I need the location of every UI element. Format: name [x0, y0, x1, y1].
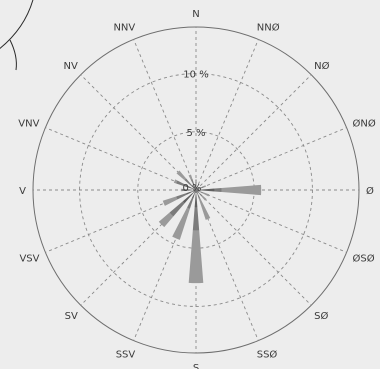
bar-VSV-band-1: [176, 193, 187, 200]
spoke-gridline: [195, 39, 259, 191]
bar-NNØ-band-1: [196, 186, 198, 188]
ring-label: 5 %: [186, 128, 205, 139]
bar-Ø-band-0: [196, 188, 215, 192]
direction-label-NV: NV: [64, 61, 78, 72]
direction-label-ØNØ: ØNØ: [353, 117, 376, 129]
bar-SV-band-2: [158, 212, 174, 228]
bar-SSØ-band-2: [198, 198, 211, 220]
bar-SSV-band-0: [191, 190, 196, 199]
bar-NNV-band-1: [190, 178, 194, 184]
direction-label-SSV: SSV: [116, 350, 136, 361]
bar-NNV-band-2: [188, 174, 193, 180]
bar-Ø-band-2: [221, 184, 262, 196]
bar-ØSØ-band-0: [196, 190, 200, 192]
direction-label-ØSØ: ØSØ: [353, 253, 375, 265]
bar-N-band-1: [195, 181, 197, 185]
direction-label-VSV: VSV: [19, 254, 39, 265]
bar-VNV-band-0: [184, 184, 196, 190]
direction-label-Ø: Ø: [366, 185, 374, 197]
bar-V-band-2: [180, 188, 183, 192]
direction-label-SØ: SØ: [314, 310, 328, 322]
bar-SØ-band-1: [199, 193, 203, 197]
bar-NV-band-1: [184, 178, 193, 187]
bar-VNV-band-2: [173, 179, 178, 184]
bar-SØ-band-2: [201, 195, 207, 201]
spoke-gridline: [195, 189, 312, 306]
bar-SSV-band-1: [187, 198, 194, 209]
bar-VSV-band-2: [162, 196, 178, 206]
bar-S-band-2: [188, 230, 204, 284]
bar-SSØ-band-1: [197, 194, 201, 199]
direction-label-S: S: [193, 363, 199, 369]
bar-S-band-1: [192, 207, 200, 231]
direction-label-SV: SV: [65, 311, 78, 322]
spoke-gridline: [195, 127, 347, 191]
bar-SV-band-0: [182, 190, 196, 204]
ring-label: 10 %: [183, 70, 208, 81]
direction-label-NNØ: NNØ: [257, 21, 280, 33]
direction-label-VNV: VNV: [18, 118, 39, 129]
direction-label-NNV: NNV: [113, 22, 135, 33]
bar-Ø-band-1: [214, 187, 222, 193]
bar-SØ-band-0: [196, 190, 200, 194]
bar-N-band-2: [195, 179, 197, 182]
bar-VSV-band-0: [186, 190, 196, 195]
direction-label-N: N: [192, 9, 199, 20]
bar-ØSØ-band-2: [202, 192, 210, 197]
bar-NNØ-band-0: [196, 187, 198, 190]
center-label: 0 %: [182, 183, 201, 194]
bar-VNV-band-1: [176, 180, 186, 187]
bar-ØSØ-band-1: [199, 191, 203, 194]
corner-arc-decoration: [0, 0, 34, 49]
bar-SSV-band-2: [172, 207, 190, 240]
spoke-gridline: [195, 74, 312, 191]
label-layer: 5 % 10 % 0 % N NNØ NØ ØNØ Ø ØSØ SØ SSØ S SSV SV VSV V VN…: [18, 9, 376, 369]
bar-SV-band-1: [169, 201, 185, 217]
bar-V-band-0: [187, 189, 196, 191]
direction-label-NØ: NØ: [314, 60, 329, 72]
bar-N-band-0: [195, 184, 197, 190]
direction-label-SSØ: SSØ: [257, 349, 278, 361]
bar-NV-band-2: [176, 170, 187, 181]
bar-V-band-1: [182, 188, 188, 192]
bar-layer: [158, 170, 262, 284]
spoke-gridline: [195, 189, 347, 253]
bar-ØNØ-band-0: [196, 187, 201, 190]
bar-SSØ-band-0: [196, 190, 199, 195]
bar-NNV-band-0: [192, 183, 196, 190]
bar-S-band-0: [194, 190, 198, 208]
bar-ØNØ-band-2: [203, 185, 206, 188]
bar-ØNØ-band-1: [200, 186, 204, 189]
direction-label-V: V: [19, 186, 26, 197]
spoke-gridline: [133, 39, 197, 191]
spoke-gridline: [45, 127, 197, 191]
bar-NV-band-0: [191, 185, 196, 190]
corner-arc-decoration-2: [9, 39, 17, 71]
